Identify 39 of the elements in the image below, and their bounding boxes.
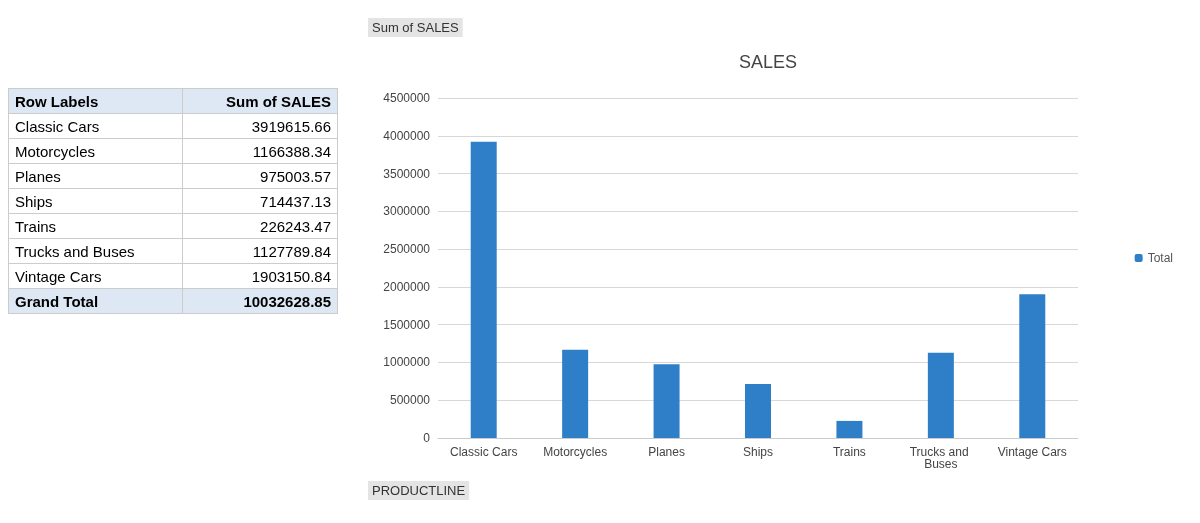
category-label: Vintage Cars xyxy=(15,267,102,285)
y-tick-label: 3000000 xyxy=(383,204,431,219)
category-label: Trucks and Buses xyxy=(15,242,135,260)
y-tick-label: 1500000 xyxy=(383,317,431,332)
text: 10032628.85 xyxy=(182,288,338,314)
text: 3919615.66 xyxy=(182,113,338,139)
chart-title: SALES xyxy=(738,52,798,72)
y-tick-label: 1000000 xyxy=(383,355,431,370)
y-tick-label: 4500000 xyxy=(383,91,431,105)
y-tick-label: 2000000 xyxy=(383,279,431,294)
text: Grand Total xyxy=(8,288,183,314)
x-tick-label: Trains xyxy=(832,445,866,459)
text: 1166388.34 xyxy=(182,138,338,164)
category-label: Classic Cars xyxy=(15,117,100,135)
y-tick-label: 3500000 xyxy=(383,166,431,181)
category-label: Motorcycles xyxy=(15,142,96,160)
text: Sum of SALES xyxy=(182,88,338,114)
text: 714437.13 xyxy=(182,188,338,214)
text: Sum of SALES xyxy=(372,20,460,35)
y-tick-label: 0 xyxy=(423,431,431,445)
y-tick-label: 4000000 xyxy=(383,128,431,143)
x-tick-label: Classic Cars xyxy=(450,445,518,459)
text: 975003.57 xyxy=(182,163,338,189)
text: PRODUCTLINE xyxy=(372,483,466,498)
text: 1903150.84 xyxy=(182,263,338,289)
x-tick-label: Vintage Cars xyxy=(997,445,1067,459)
legend-label: Total xyxy=(1147,251,1174,265)
x-tick-label: Ships xyxy=(742,445,774,459)
x-tick-label: Planes xyxy=(648,445,685,459)
text: 226243.47 xyxy=(182,213,338,239)
category-label: Planes xyxy=(15,167,61,185)
y-tick-label: 2500000 xyxy=(383,242,431,257)
text: 1127789.84 xyxy=(182,238,338,264)
x-tick-label: Trucks and Buses xyxy=(909,445,972,471)
text: Row Labels xyxy=(8,88,183,114)
x-tick-label: Motorcycles xyxy=(543,445,608,459)
y-tick-label: 500000 xyxy=(389,393,431,408)
category-label: Ships xyxy=(15,192,53,210)
category-label: Trains xyxy=(15,217,57,235)
